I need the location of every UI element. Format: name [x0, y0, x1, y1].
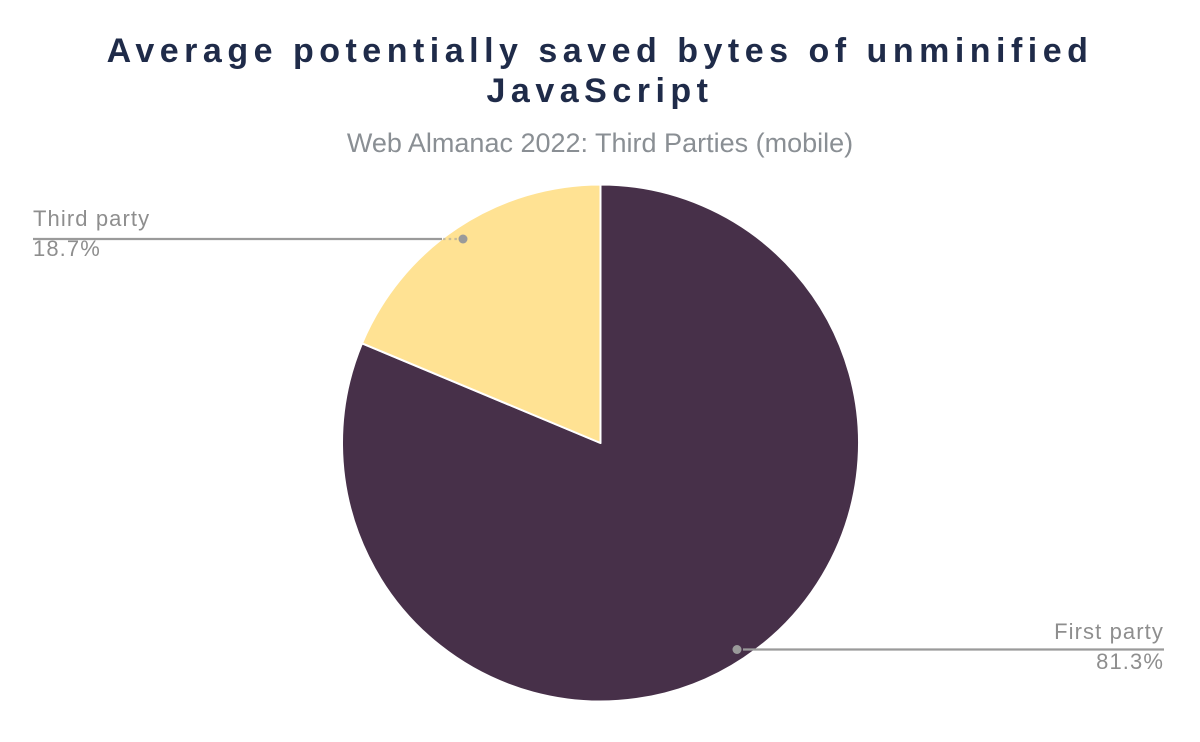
pie-slice-third-party[interactable]	[360, 183, 602, 444]
third-party-anchor-dot	[458, 234, 468, 244]
third-party-value: 18.7%	[33, 236, 101, 261]
third-party-label: Third party	[33, 206, 151, 231]
chart-title: Average potentially saved bytes of unmin…	[106, 32, 1094, 110]
chart-subtitle: Web Almanac 2022: Third Parties (mobile)	[346, 128, 854, 158]
first-party-label: First party	[1054, 619, 1164, 644]
first-party-value: 81.3%	[1096, 649, 1164, 674]
first-party-anchor-dot	[732, 645, 742, 654]
pie	[341, 183, 860, 703]
